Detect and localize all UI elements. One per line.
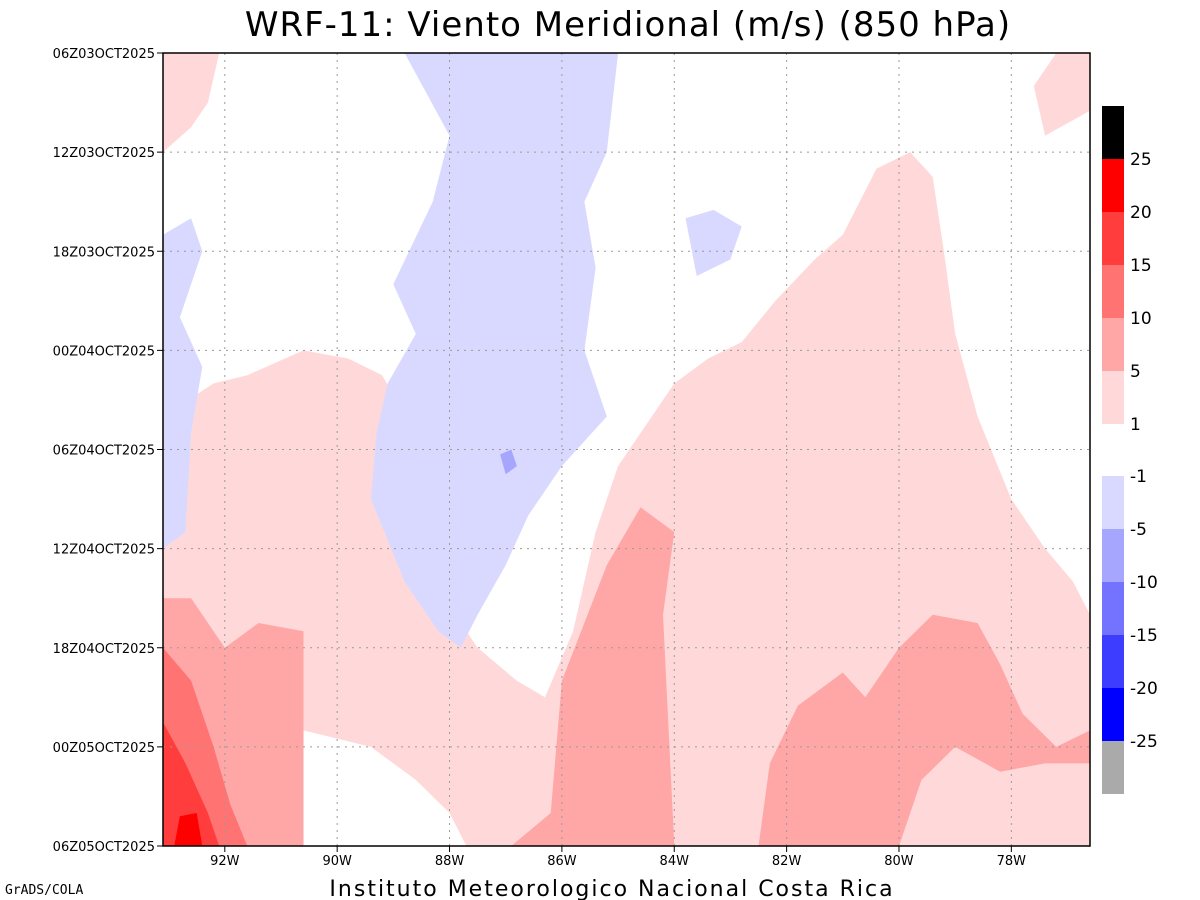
x-tick-label-1: 90W: [322, 854, 352, 869]
colorbar-swatch-neg-1: [1102, 529, 1124, 582]
colorbar-label-5: 1: [1130, 415, 1141, 435]
footer-credit: Instituto Meteorologico Nacional Costa R…: [329, 877, 894, 900]
x-tick-label-2: 88W: [435, 854, 465, 869]
grid-lines: [163, 53, 1090, 846]
contour-region-7: [511, 507, 675, 846]
x-tick-label-4: 84W: [660, 854, 690, 869]
contour-region-10: [163, 722, 220, 846]
contour-region-4: [163, 218, 203, 549]
colorbar-swatch-neg-2: [1102, 582, 1124, 635]
colorbar-label-9: -15: [1130, 626, 1158, 646]
colorbar-label-2: 15: [1130, 256, 1152, 276]
chart-title: WRF-11: Viento Meridional (m/s) (850 hPa…: [245, 5, 1011, 45]
y-tick-label-0: 06Z03OCT2025: [53, 47, 155, 62]
y-tick-label-5: 12Z04OCT2025: [53, 543, 155, 558]
y-tick-label-4: 06Z04OCT2025: [53, 444, 155, 459]
colorbar-swatch-neg-5: [1102, 741, 1124, 794]
y-tick-label-6: 18Z04OCT2025: [53, 642, 155, 657]
contour-region-5: [685, 209, 742, 276]
colorbar-label-11: -25: [1130, 732, 1158, 752]
x-tick-label-5: 82W: [772, 854, 802, 869]
colorbar-swatch-neg-0: [1102, 476, 1124, 529]
x-tick-label-7: 78W: [997, 854, 1027, 869]
contour-regions: [163, 53, 1090, 846]
x-axis-ticks: 92W 90W 88W 86W 84W 82W 80W 78W: [210, 846, 1026, 869]
y-tick-label-3: 00Z04OCT2025: [53, 344, 155, 359]
colorbar-label-3: 10: [1130, 309, 1152, 329]
colorbar-swatch-neg-4: [1102, 688, 1124, 741]
contour-region-0: [163, 152, 1090, 846]
footer-left-label: GrADS/COLA: [5, 883, 83, 898]
colorbar-label-6: -1: [1130, 467, 1147, 487]
colorbar-label-7: -5: [1130, 520, 1147, 540]
colorbar-label-1: 20: [1130, 203, 1152, 223]
colorbar-label-4: 5: [1130, 362, 1141, 382]
colorbar-swatch-pos-3: [1102, 265, 1124, 318]
contour-region-12: [500, 449, 517, 475]
y-tick-label-1: 12Z03OCT2025: [53, 146, 155, 161]
contour-region-11: [174, 813, 203, 846]
colorbar-swatch-pos-4: [1102, 318, 1124, 371]
contour-region-2: [163, 53, 220, 153]
colorbar-swatch-pos-0: [1102, 106, 1124, 159]
colorbar: 25 20 15 10 5 1 -1 -5 -10 -15 -20 -25: [1102, 106, 1158, 794]
contour-region-3: [370, 53, 619, 648]
y-tick-label-2: 18Z03OCT2025: [53, 245, 155, 260]
x-tick-label-3: 86W: [547, 854, 577, 869]
y-tick-label-7: 00Z05OCT2025: [53, 741, 155, 756]
colorbar-swatch-pos-1: [1102, 159, 1124, 212]
x-tick-label-6: 80W: [884, 854, 914, 869]
colorbar-swatch-neg-3: [1102, 635, 1124, 688]
colorbar-swatch-pos-5: [1102, 371, 1124, 424]
colorbar-swatch-pos-2: [1102, 212, 1124, 265]
colorbar-label-10: -20: [1130, 679, 1158, 699]
x-tick-label-0: 92W: [210, 854, 240, 869]
contour-region-1: [1033, 53, 1090, 136]
contour-region-8: [758, 614, 1090, 846]
y-tick-label-8: 06Z05OCT2025: [53, 840, 155, 855]
colorbar-label-8: -10: [1130, 573, 1158, 593]
y-axis-ticks: 06Z03OCT2025 12Z03OCT2025 18Z03OCT2025 00Z0…: [53, 47, 163, 855]
colorbar-label-0: 25: [1130, 150, 1152, 170]
